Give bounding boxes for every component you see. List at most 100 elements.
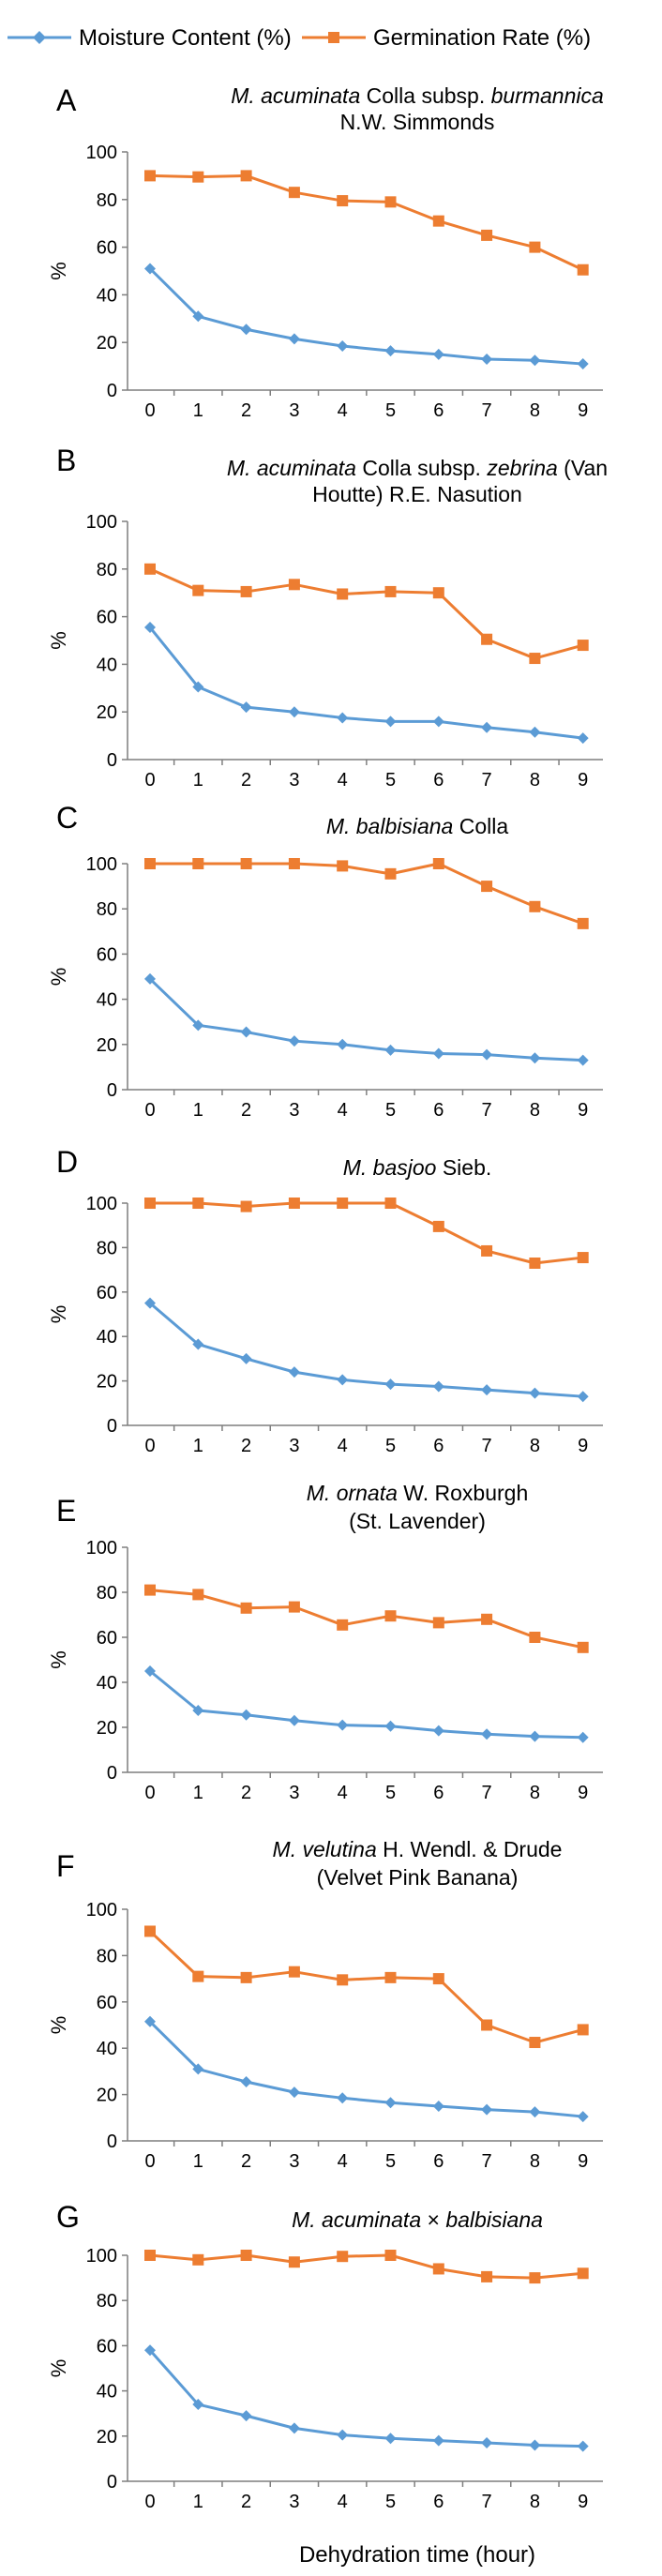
data-point-germination	[192, 2253, 204, 2266]
data-point-germination	[240, 858, 252, 869]
y-axis-label: %	[47, 2359, 70, 2378]
data-point-germination	[432, 2263, 444, 2275]
data-point-moisture	[529, 2439, 541, 2451]
data-point-moisture	[337, 2429, 349, 2441]
x-tick-label: 7	[482, 770, 492, 791]
panel-letter: F	[56, 1849, 75, 1883]
data-point-germination	[288, 858, 300, 869]
x-tick-label: 5	[385, 1100, 396, 1121]
y-tick-label: 0	[107, 2132, 117, 2152]
data-point-moisture	[432, 2100, 444, 2112]
data-point-germination	[577, 1252, 589, 1264]
series-line-germination	[150, 1201, 583, 1265]
data-point-germination	[432, 215, 444, 227]
y-tick-label: 40	[97, 1673, 117, 1694]
data-point-germination	[577, 264, 589, 276]
panel-title: M. acuminata × balbisiana	[292, 2207, 543, 2232]
series-line-moisture	[149, 1302, 583, 1398]
data-point-moisture	[577, 358, 589, 370]
data-point-moisture	[192, 2399, 204, 2411]
data-point-moisture	[577, 1731, 589, 1743]
data-point-moisture	[529, 1052, 541, 1064]
data-point-germination	[481, 881, 493, 893]
data-point-moisture	[577, 1054, 589, 1066]
y-axis-label: %	[47, 1305, 70, 1324]
data-point-moisture	[337, 712, 349, 724]
x-tick-label: 6	[433, 1100, 444, 1121]
y-axis-label: %	[47, 1650, 70, 1669]
data-point-moisture	[432, 348, 444, 360]
data-point-moisture	[337, 1038, 349, 1050]
data-point-moisture	[481, 2437, 493, 2449]
y-tick-label: 60	[97, 238, 117, 259]
data-point-germination	[240, 585, 252, 597]
panel-title-line2: Houtte) R.E. Nasution	[312, 482, 522, 506]
data-point-moisture	[240, 324, 252, 336]
x-tick-label: 3	[289, 400, 299, 421]
data-point-moisture	[384, 1044, 397, 1056]
data-point-germination	[384, 1971, 397, 1983]
y-tick-label: 60	[97, 2336, 117, 2357]
x-tick-label: 4	[338, 1783, 348, 1803]
data-point-moisture	[432, 1380, 444, 1393]
series-line-moisture	[148, 626, 583, 740]
chart-panel-a: A M. acuminata Colla subsp. burmannicaN.W…	[47, 83, 604, 421]
chart-panel-c: C M. balbisiana Colla% 0 20 40 60 80 100 0 1 2 3 4 5 6…	[47, 801, 603, 1121]
data-point-germination	[481, 229, 493, 241]
x-tick-label: 8	[530, 770, 540, 791]
x-tick-label: 1	[193, 1436, 203, 1456]
data-point-moisture	[337, 340, 349, 353]
x-tick-label: 2	[241, 1783, 251, 1803]
data-point-moisture	[144, 1297, 156, 1309]
x-tick-label: 7	[482, 1100, 492, 1121]
data-point-germination	[337, 2251, 349, 2263]
data-point-germination	[481, 2270, 493, 2282]
x-tick-label: 9	[578, 400, 588, 421]
chart-panel-g: G M. acuminata × balbisiana% 0 20 40 60 80 100 0…	[47, 2200, 603, 2512]
data-point-germination	[288, 579, 300, 591]
series-line-germination	[149, 1589, 584, 1650]
x-tick-label: 6	[433, 1436, 444, 1456]
y-axis-label: %	[47, 262, 70, 280]
x-tick-label: 2	[241, 2492, 251, 2512]
y-tick-label: 40	[97, 655, 117, 675]
series-line-germination	[149, 2253, 583, 2280]
data-point-germination	[144, 170, 156, 182]
data-point-moisture	[192, 681, 204, 693]
y-tick-label: 0	[107, 1763, 117, 1784]
y-tick-label: 40	[97, 990, 117, 1011]
y-tick-label: 60	[97, 1993, 117, 2013]
x-tick-label: 5	[385, 2492, 396, 2512]
data-point-moisture	[144, 622, 156, 634]
panel-title: M. ornata W. Roxburgh	[307, 1481, 529, 1505]
x-tick-label: 8	[530, 2492, 540, 2512]
x-tick-label: 4	[338, 1436, 348, 1456]
y-tick-label: 20	[97, 702, 117, 723]
x-tick-label: 8	[530, 1436, 540, 1456]
data-point-germination	[481, 633, 493, 645]
y-tick-label: 60	[97, 1283, 117, 1303]
y-tick-label: 20	[97, 1035, 117, 1056]
data-point-moisture	[144, 972, 156, 985]
data-point-moisture	[337, 1719, 349, 1731]
x-tick-label: 0	[144, 770, 155, 791]
x-tick-label: 1	[193, 2151, 203, 2172]
data-point-moisture	[432, 716, 444, 728]
x-tick-label: 9	[578, 1783, 588, 1803]
data-point-moisture	[288, 1714, 300, 1726]
data-point-moisture	[192, 2063, 204, 2075]
x-tick-label: 7	[482, 2492, 492, 2512]
x-tick-label: 2	[241, 2151, 251, 2172]
data-point-moisture	[577, 1391, 589, 1403]
chart-panel-d: D M. basjoo Sieb.% 0 20 40 60 80 100 0 1 2 3 4 5 6 7 8 9	[47, 1145, 603, 1456]
x-tick-label: 9	[578, 2151, 588, 2172]
x-tick-label: 2	[241, 770, 251, 791]
panel-title: M. acuminata Colla subsp. burmannica	[231, 83, 604, 108]
y-tick-label: 40	[97, 2039, 117, 2059]
series-line-moisture	[149, 1669, 583, 1740]
x-tick-label: 9	[578, 770, 588, 791]
panel-letter: G	[56, 2200, 80, 2234]
data-point-germination	[240, 170, 252, 182]
data-point-germination	[577, 640, 589, 652]
data-point-germination	[337, 588, 349, 600]
